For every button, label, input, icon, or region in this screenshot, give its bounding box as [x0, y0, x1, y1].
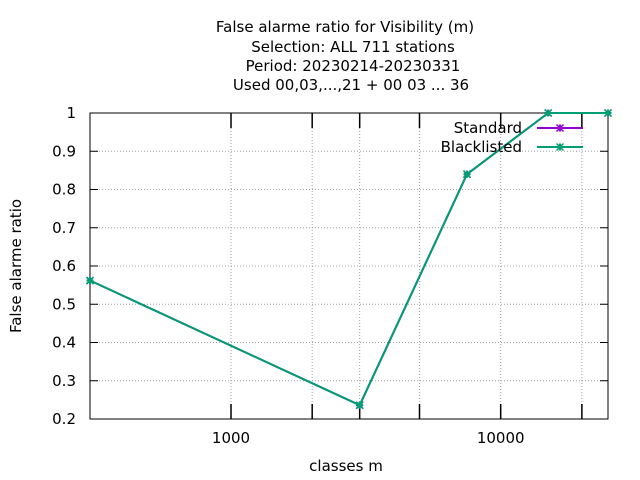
- marker-stroke: [544, 108, 553, 118]
- x-axis-label: classes m: [309, 457, 383, 475]
- series-layer: [85, 108, 613, 410]
- x-tick-label: 1000: [212, 429, 250, 447]
- y-tick-label: 0.3: [52, 372, 76, 390]
- data-point-blacklisted: [544, 108, 553, 118]
- data-point-blacklisted: [462, 170, 472, 179]
- y-tick-label: 0.4: [52, 334, 76, 352]
- x-axis: 1000 10000: [212, 113, 583, 447]
- title-line-2: Selection: ALL 711 stations: [251, 38, 455, 56]
- marker-stroke: [85, 276, 95, 285]
- y-axis-label: False alarme ratio: [7, 199, 25, 333]
- data-point-blacklisted: [603, 108, 613, 118]
- marker-stroke: [603, 108, 613, 118]
- chart-title: False alarme ratio for Visibility (m) Se…: [216, 18, 474, 94]
- data-point-blacklisted: [355, 401, 364, 410]
- legend-label-standard: Standard: [454, 119, 522, 137]
- legend-label-blacklisted: Blacklisted: [441, 138, 522, 156]
- title-line-4: Used 00,03,...,21 + 00 03 ... 36: [233, 76, 469, 94]
- marker-stroke: [462, 170, 472, 179]
- y-tick-label: 0.7: [52, 219, 76, 237]
- marker-stroke: [555, 123, 565, 133]
- y-tick-label: 0.5: [52, 295, 76, 313]
- marker-stroke: [355, 401, 364, 410]
- legend-marker-blacklisted: [555, 142, 565, 152]
- y-tick-label: 0.6: [52, 257, 76, 275]
- series-line-blacklisted: [89, 112, 608, 407]
- y-axis: 0.2 0.3 0.4 0.5 0.6 0.7 0.8 0.9 1: [52, 104, 608, 428]
- y-tick-label: 0.9: [52, 142, 76, 160]
- series-line-standard: [89, 112, 608, 407]
- grid: [90, 113, 608, 419]
- title-line-3: Period: 20230214-20230331: [246, 57, 461, 75]
- y-tick-label: 0.2: [52, 410, 76, 428]
- marker-stroke: [555, 142, 565, 152]
- title-line-1: False alarme ratio for Visibility (m): [216, 18, 474, 36]
- data-point-blacklisted: [85, 276, 95, 285]
- legend-marker-standard: [555, 123, 565, 133]
- x-tick-label: 10000: [477, 429, 525, 447]
- y-tick-label: 1: [66, 104, 76, 122]
- y-tick-label: 0.8: [52, 181, 76, 199]
